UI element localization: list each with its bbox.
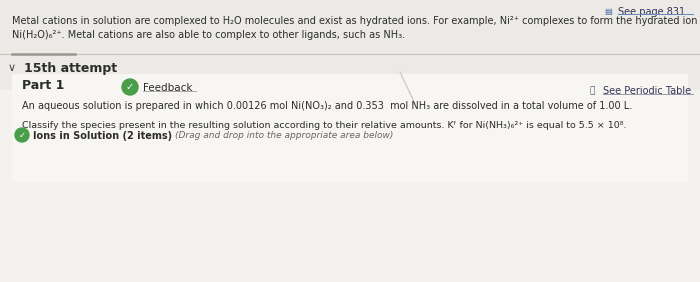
Text: ✓: ✓ — [126, 82, 134, 92]
Text: An aqueous solution is prepared in which 0.00126 mol Ni(NO₃)₂ and 0.353  mol NH₃: An aqueous solution is prepared in which… — [22, 101, 632, 111]
Text: Classify the species present in the resulting solution according to their relati: Classify the species present in the resu… — [22, 121, 626, 130]
Text: (Drag and drop into the appropriate area below): (Drag and drop into the appropriate area… — [175, 131, 393, 140]
Text: ∨: ∨ — [8, 63, 16, 73]
Text: 15th attempt: 15th attempt — [24, 62, 117, 75]
Text: Metal cations in solution are complexed to H₂O molecules and exist as hydrated i: Metal cations in solution are complexed … — [12, 16, 697, 26]
Text: Ni(H₂O)₆²⁺. Metal cations are also able to complex to other ligands, such as NH₃: Ni(H₂O)₆²⁺. Metal cations are also able … — [12, 30, 405, 40]
Text: Part 1: Part 1 — [22, 79, 64, 92]
Text: See page 831: See page 831 — [618, 7, 685, 17]
Text: Feedback: Feedback — [143, 83, 192, 93]
Text: See Periodic Table: See Periodic Table — [603, 86, 691, 96]
Text: ▤: ▤ — [604, 7, 612, 16]
Bar — [12, 74, 688, 182]
Bar — [0, 0, 700, 90]
Text: Ions in Solution (2 items): Ions in Solution (2 items) — [33, 131, 172, 141]
Bar — [0, 90, 700, 282]
Text: ✓: ✓ — [18, 131, 25, 140]
Circle shape — [15, 128, 29, 142]
Text: ⎖: ⎖ — [590, 86, 596, 95]
Circle shape — [122, 79, 138, 95]
